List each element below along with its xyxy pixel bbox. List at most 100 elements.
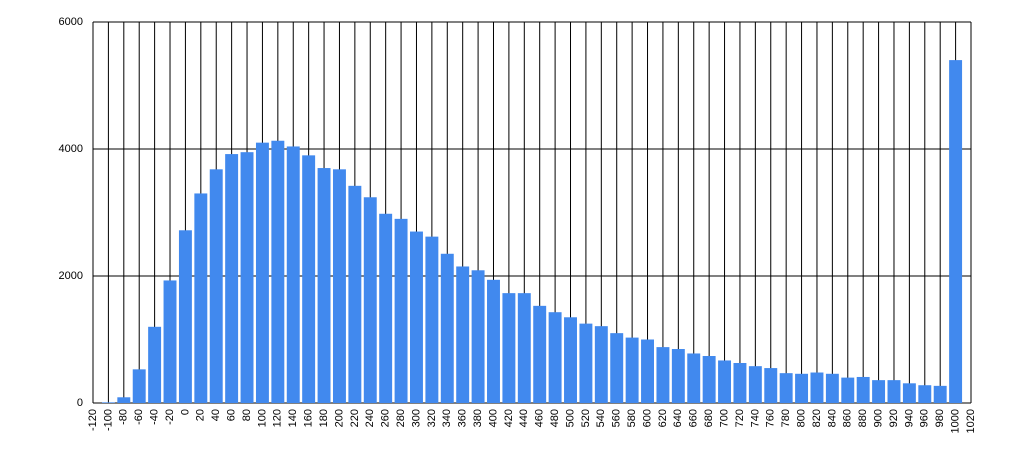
x-tick-label: 960 [919, 409, 931, 427]
x-tick-label: 800 [795, 409, 807, 427]
x-tick-label: 20 [195, 409, 207, 421]
x-tick-label: 660 [688, 409, 700, 427]
bar [918, 385, 932, 403]
x-tick-label: 340 [441, 409, 453, 427]
bar [487, 279, 500, 403]
x-tick-label: 520 [580, 409, 592, 427]
bar [163, 280, 177, 403]
x-tick-label: 940 [903, 409, 915, 427]
bar [440, 253, 454, 403]
x-tick-label: 180 [318, 409, 330, 427]
bar [625, 337, 639, 403]
bar [856, 376, 870, 403]
x-tick-label: 320 [426, 409, 438, 427]
bar [517, 293, 531, 403]
x-tick-label: 440 [518, 409, 530, 427]
x-tick-label: 620 [657, 409, 669, 427]
x-tick-label: 560 [611, 409, 623, 427]
x-tick-label: 360 [457, 409, 469, 427]
bar [456, 266, 470, 403]
x-tick-label: 220 [349, 409, 361, 427]
bar [887, 380, 901, 403]
bar [933, 385, 947, 403]
x-tick-label: 0 [179, 409, 191, 415]
bar [101, 402, 115, 403]
bar [687, 353, 701, 403]
bar [548, 312, 562, 403]
x-tick-label: 480 [549, 409, 561, 427]
bar [702, 356, 716, 403]
x-tick-label: 40 [210, 409, 222, 421]
bar [363, 197, 377, 403]
x-tick-label: 740 [749, 409, 761, 427]
bar [209, 169, 223, 403]
bar [148, 326, 162, 403]
x-tick-label: 240 [364, 409, 376, 427]
x-tick-label: -80 [118, 409, 130, 425]
x-tick-label: 380 [472, 409, 484, 427]
bar [394, 218, 408, 403]
x-tick-label: -120 [87, 409, 99, 431]
x-tick-label: 100 [256, 409, 268, 427]
x-tick-label: 900 [872, 409, 884, 427]
bar [902, 383, 916, 403]
bar [117, 397, 131, 403]
x-tick-label: 160 [303, 409, 315, 427]
x-tick-label: 420 [503, 409, 515, 427]
bar [410, 231, 423, 403]
y-tick-label: 4000 [59, 143, 83, 155]
bar [564, 317, 577, 403]
y-tick-label: 0 [77, 397, 83, 409]
x-tick-label: 260 [380, 409, 392, 427]
bar [348, 185, 362, 403]
x-tick-label: 300 [410, 409, 422, 427]
x-tick-label: 820 [811, 409, 823, 427]
bar [594, 326, 608, 403]
x-tick-label: 1020 [965, 409, 977, 433]
bar [225, 154, 239, 403]
x-tick-label: 280 [395, 409, 407, 427]
x-tick-label: 400 [487, 409, 499, 427]
bar [733, 362, 747, 403]
x-tick-label: 980 [934, 409, 946, 427]
bar [748, 366, 762, 403]
x-tick-label: 600 [641, 409, 653, 427]
bar [194, 193, 208, 403]
bar [795, 373, 809, 403]
bar [271, 140, 285, 403]
bar [286, 146, 300, 403]
x-tick-label: 120 [272, 409, 284, 427]
x-tick-label: 780 [780, 409, 792, 427]
bar [332, 169, 346, 403]
bar [656, 347, 670, 403]
bar [255, 142, 269, 403]
bar [872, 380, 886, 403]
bar [579, 323, 593, 403]
bar [841, 377, 855, 403]
y-tick-label: 2000 [59, 270, 83, 282]
x-tick-label: -20 [164, 409, 176, 425]
y-tick-label: 6000 [59, 16, 83, 28]
bar [317, 168, 331, 403]
x-tick-label: 700 [718, 409, 730, 427]
bar [425, 236, 439, 403]
bar [641, 339, 654, 403]
bar [132, 369, 146, 403]
bar [302, 155, 316, 403]
bar [671, 349, 685, 403]
x-tick-label: 580 [626, 409, 638, 427]
bar [240, 152, 254, 403]
x-tick-label: 460 [534, 409, 546, 427]
x-tick-label: 720 [734, 409, 746, 427]
x-tick-label: 140 [287, 409, 299, 427]
bar [471, 270, 485, 403]
x-tick-label: 1000 [950, 409, 962, 433]
bar [379, 213, 393, 403]
bar [502, 293, 516, 403]
x-tick-label: 500 [564, 409, 576, 427]
x-tick-label: 840 [826, 409, 838, 427]
bar [610, 333, 624, 403]
x-tick-label: -60 [133, 409, 145, 425]
bar [779, 373, 793, 403]
